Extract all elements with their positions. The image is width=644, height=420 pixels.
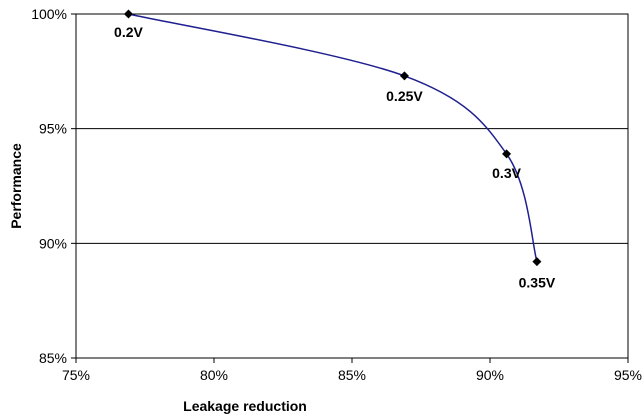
data-labels: 0.2V 0.25V 0.3V 0.35V	[114, 24, 556, 291]
x-tick-label: 95%	[614, 367, 642, 383]
plot-area	[75, 13, 629, 359]
data-point-label: 0.3V	[492, 165, 521, 181]
x-tick-label: 80%	[200, 367, 228, 383]
data-point-marker	[532, 257, 542, 267]
series-line	[128, 13, 538, 262]
y-tick-label: 90%	[39, 235, 67, 251]
x-axis-ticks: 75% 80% 85% 90% 95%	[62, 358, 642, 383]
y-axis-title: Performance	[8, 143, 24, 229]
gridlines	[76, 128, 628, 244]
x-tick-label: 85%	[338, 367, 366, 383]
data-point-label: 0.25V	[386, 88, 423, 104]
data-point-marker	[399, 71, 409, 81]
y-axis-ticks: 85% 90% 95% 100%	[31, 6, 76, 366]
x-tick-label: 75%	[62, 367, 90, 383]
y-tick-label: 85%	[39, 350, 67, 366]
data-point-marker	[502, 149, 512, 159]
x-axis-title: Leakage reduction	[183, 398, 307, 414]
data-point-marker	[123, 9, 133, 19]
y-tick-label: 95%	[39, 121, 67, 137]
data-markers	[123, 9, 542, 267]
x-tick-label: 90%	[476, 367, 504, 383]
data-point-label: 0.2V	[114, 24, 143, 40]
data-point-label: 0.35V	[519, 275, 556, 291]
y-tick-label: 100%	[31, 6, 67, 22]
